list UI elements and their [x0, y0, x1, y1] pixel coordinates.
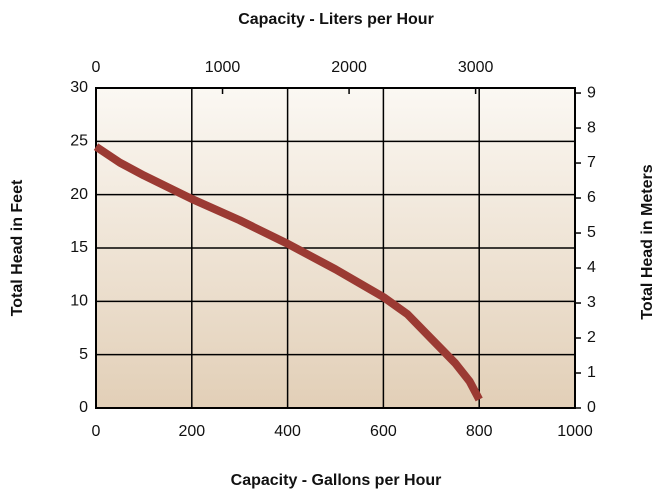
y2-tick-label: 9 [587, 84, 596, 101]
y2-tick-label: 6 [587, 189, 596, 206]
x2-axis-label: Capacity - Liters per Hour [238, 11, 434, 28]
y-tick-label: 15 [70, 239, 88, 256]
x-tick-label: 200 [178, 423, 205, 440]
y-tick-label: 10 [70, 293, 88, 310]
y-tick-label: 0 [79, 399, 88, 416]
y-tick-label: 20 [70, 186, 88, 203]
y2-tick-label: 8 [587, 119, 596, 136]
y2-tick-label: 4 [587, 259, 596, 276]
x2-tick-label: 2000 [331, 59, 367, 76]
y-tick-label: 5 [79, 346, 88, 363]
y2-tick-label: 2 [587, 329, 596, 346]
plot-frame [95, 87, 576, 409]
y2-axis-label: Total Head in Meters [639, 164, 656, 319]
y2-tick-label: 0 [587, 399, 596, 416]
y2-tick-label: 3 [587, 294, 596, 311]
x-axis-label: Capacity - Gallons per Hour [231, 472, 442, 489]
head-curve [93, 143, 483, 402]
y-axis-label: Total Head in Feet [9, 179, 26, 316]
x2-tick-label: 0 [92, 59, 101, 76]
y-tick-label: 25 [70, 133, 88, 150]
y2-tick-label: 1 [587, 364, 596, 381]
y2-tick-label: 5 [587, 224, 596, 241]
x-tick-label: 800 [466, 423, 493, 440]
x2-tick-label: 1000 [205, 59, 241, 76]
x-tick-label: 400 [274, 423, 301, 440]
y-tick-label: 30 [70, 79, 88, 96]
x-tick-label: 1000 [557, 423, 593, 440]
y2-tick-label: 7 [587, 154, 596, 171]
x-tick-label: 0 [92, 423, 101, 440]
x2-tick-label: 3000 [458, 59, 494, 76]
x-tick-label: 600 [370, 423, 397, 440]
